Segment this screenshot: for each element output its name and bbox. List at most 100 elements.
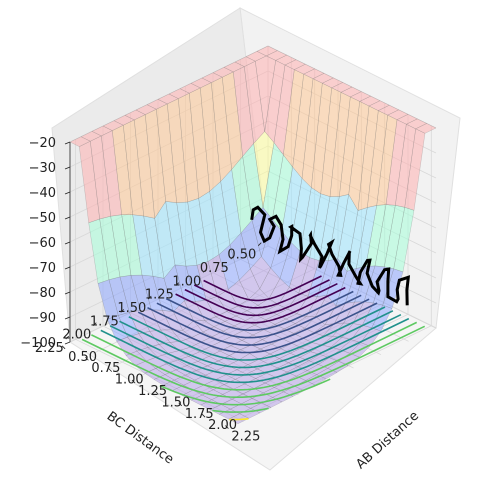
ab-tick (108, 368, 113, 372)
ab-tick (85, 356, 89, 361)
surface-facet (192, 384, 214, 396)
surface-facet (233, 383, 255, 395)
surface-facet (251, 207, 273, 258)
bc-tick (120, 309, 125, 313)
contour-line (137, 302, 378, 354)
surface-facet (242, 388, 264, 399)
surface-facet (242, 142, 264, 221)
surface-facet (209, 180, 231, 256)
contour-line (109, 313, 402, 376)
contour-line (128, 306, 386, 361)
surface-facet (256, 45, 278, 57)
ab-axis: 0.500.751.001.251.501.752.002.25 (61, 345, 260, 445)
surface-facet (218, 244, 240, 290)
z-tick (64, 291, 71, 295)
surface-facet (117, 312, 140, 338)
bc-tick (65, 335, 70, 340)
bc-tick-label: 1.50 (117, 301, 146, 316)
z-tick (64, 341, 71, 345)
z-tick-label: −20 (29, 136, 56, 151)
surface-facet (135, 104, 157, 115)
surface-facet (173, 374, 196, 386)
reaction-trajectory (250, 205, 411, 306)
contour-line (229, 418, 249, 421)
surface-facet (245, 51, 267, 62)
surface-facet (201, 72, 223, 83)
bc-tick (175, 282, 180, 287)
surface-facet (123, 119, 144, 217)
ab-tick-label: 2.25 (231, 430, 260, 445)
z-tick-label: −100 (20, 336, 56, 351)
surface-facet (240, 219, 262, 270)
surface-facet (271, 338, 293, 349)
bc-tick-label: 1.25 (145, 288, 174, 303)
contour-line (175, 286, 346, 324)
surface-facet (113, 115, 135, 126)
z-tick-label: −70 (29, 261, 56, 276)
bc-tick-label: 0.50 (227, 248, 256, 263)
contour-line (159, 378, 331, 406)
ab-tick-label: 0.75 (91, 361, 120, 376)
ab-tick-label: 1.50 (161, 395, 190, 410)
surface-facet (80, 131, 102, 142)
surface-facet (199, 346, 221, 357)
surface-facet (229, 232, 251, 281)
surface-facet (234, 56, 256, 67)
surface-facet (154, 200, 176, 279)
ab-tick (61, 345, 66, 350)
z-tick (64, 241, 71, 245)
surface-facet (188, 351, 210, 362)
contour-line (147, 298, 370, 346)
ab-tick-label: 0.50 (68, 350, 97, 365)
surface-facet (130, 274, 152, 311)
surface-facet (190, 77, 212, 89)
bc-tick (230, 255, 235, 260)
surface-facet (226, 305, 248, 317)
z-tick-label: −60 (29, 236, 56, 251)
surface-facet (124, 109, 146, 121)
z-tick-label: −80 (29, 286, 56, 301)
contour-line (212, 407, 269, 413)
ab-tick (131, 379, 136, 384)
contour-line (119, 310, 394, 369)
surface-facet (237, 299, 259, 311)
ab-tick (201, 413, 206, 418)
contour-line (156, 294, 362, 339)
z-tick (64, 266, 71, 270)
surface-facet (210, 340, 232, 352)
ab-tick-label: 1.75 (185, 407, 214, 422)
contour-line (81, 325, 426, 399)
bc-tick-label: 2.25 (35, 341, 64, 356)
bc-axis: 0.500.751.001.251.501.752.002.25 (35, 242, 262, 356)
surface-facet (220, 168, 242, 246)
surface-facet (146, 99, 168, 110)
z-tick (64, 141, 71, 145)
bc-tick-label: 1.00 (172, 274, 201, 289)
bc-tick (147, 295, 152, 300)
surface-facet (289, 347, 312, 358)
surface-facet (189, 87, 210, 199)
surface-facet (149, 329, 171, 345)
x-axis-label: AB Distance (353, 408, 422, 472)
ab-tick (178, 402, 183, 407)
bc-tick (92, 322, 97, 327)
contour-line (165, 290, 354, 332)
surface-facet (223, 61, 245, 73)
contour-lines (81, 275, 426, 421)
surface-facet (264, 377, 286, 388)
surface-facet (231, 155, 253, 234)
contour-line (193, 279, 330, 309)
surface-facet (181, 389, 203, 401)
surface-facet (157, 93, 179, 105)
surface-facet (232, 330, 254, 341)
contour-line (100, 317, 410, 384)
ab-tick-label: 1.25 (138, 384, 167, 399)
z-tick (64, 316, 71, 320)
z-tick (64, 216, 71, 220)
surface-facet (179, 83, 201, 94)
z-axis: −100 −90 −80 −70 −60 −50 −40 −30 −20 (20, 136, 71, 351)
ab-tick-label: 1.00 (115, 373, 144, 388)
ab-tick-label: 2.00 (208, 418, 237, 433)
contour-line (184, 282, 338, 317)
